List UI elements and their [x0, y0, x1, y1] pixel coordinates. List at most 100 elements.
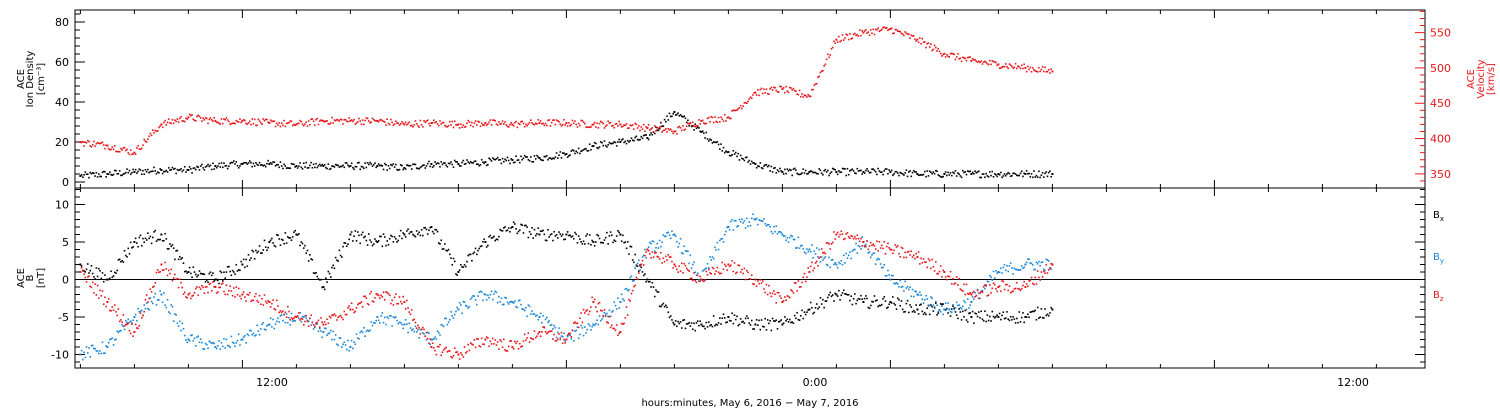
data-point	[965, 59, 968, 62]
data-point	[1030, 173, 1033, 175]
data-point	[952, 277, 954, 280]
data-point	[186, 341, 188, 344]
data-point	[512, 221, 515, 224]
data-point	[158, 171, 160, 174]
data-point	[361, 231, 364, 234]
data-point	[452, 317, 455, 319]
data-point	[115, 272, 117, 274]
data-point	[160, 123, 163, 126]
data-point	[180, 168, 182, 170]
data-point	[780, 85, 782, 88]
data-point	[962, 169, 964, 172]
data-point	[694, 271, 697, 274]
data-point	[814, 307, 817, 309]
data-point	[618, 138, 620, 141]
data-point	[361, 331, 364, 334]
data-point	[760, 282, 763, 284]
data-point	[964, 309, 967, 312]
data-point	[958, 277, 960, 280]
data-point	[904, 310, 906, 313]
data-point	[1002, 65, 1005, 68]
data-point	[509, 162, 511, 165]
data-point	[137, 170, 139, 173]
data-point	[161, 301, 164, 304]
data-point	[803, 311, 806, 313]
data-point	[244, 334, 246, 337]
data-point	[803, 272, 806, 275]
data-point	[202, 286, 204, 289]
data-point	[615, 122, 618, 125]
data-point	[179, 255, 181, 258]
data-point	[1040, 68, 1043, 71]
data-point	[591, 145, 593, 148]
data-point	[765, 224, 768, 227]
data-point	[1027, 65, 1029, 68]
data-point	[280, 311, 283, 314]
data-point	[96, 141, 99, 144]
data-point	[784, 168, 786, 171]
data-point	[417, 233, 419, 236]
data-point	[631, 139, 634, 142]
data-point	[850, 38, 852, 40]
data-point	[229, 285, 231, 287]
data-point	[105, 176, 107, 178]
data-point	[491, 119, 494, 121]
data-point	[301, 318, 304, 320]
data-point	[894, 28, 897, 31]
data-point	[93, 276, 95, 278]
data-point	[102, 352, 105, 355]
data-point	[845, 174, 848, 177]
data-point	[680, 327, 683, 329]
data-point	[633, 139, 635, 142]
data-point	[95, 171, 98, 174]
data-point	[568, 334, 570, 336]
data-point	[387, 122, 390, 125]
data-point	[981, 318, 984, 321]
data-point	[210, 342, 213, 345]
data-point	[344, 344, 347, 346]
data-point	[306, 320, 309, 323]
data-point	[947, 275, 949, 277]
data-point	[763, 218, 765, 220]
data-point	[901, 33, 904, 35]
data-point	[930, 43, 932, 45]
data-point	[111, 306, 114, 308]
data-point	[646, 137, 649, 139]
data-point	[1034, 309, 1037, 312]
data-point	[1028, 258, 1030, 261]
data-point	[689, 122, 692, 124]
data-point	[148, 237, 150, 240]
data-point	[128, 169, 131, 172]
data-point	[731, 259, 733, 262]
data-point	[599, 319, 602, 322]
data-point	[719, 272, 721, 275]
data-point	[245, 122, 247, 125]
data-point	[479, 163, 482, 166]
data-point	[121, 174, 123, 177]
data-point	[974, 59, 976, 61]
data-point	[239, 118, 241, 120]
data-point	[352, 240, 354, 242]
data-point	[749, 324, 752, 326]
data-point	[773, 225, 775, 228]
data-point	[192, 118, 195, 121]
data-point	[214, 286, 217, 288]
data-point	[671, 319, 673, 321]
data-point	[212, 120, 214, 122]
data-point	[213, 285, 215, 288]
data-point	[986, 314, 989, 316]
data-point	[537, 227, 539, 229]
data-point	[871, 32, 873, 35]
data-point	[348, 165, 350, 168]
data-point	[217, 121, 219, 124]
data-point	[350, 231, 353, 233]
data-point	[679, 127, 682, 129]
data-point	[930, 267, 932, 270]
data-point	[463, 346, 466, 348]
data-point	[1016, 268, 1018, 271]
data-point	[560, 335, 563, 337]
data-point	[1028, 68, 1030, 71]
data-point	[764, 291, 767, 294]
data-point	[989, 171, 991, 173]
data-point	[531, 226, 533, 229]
